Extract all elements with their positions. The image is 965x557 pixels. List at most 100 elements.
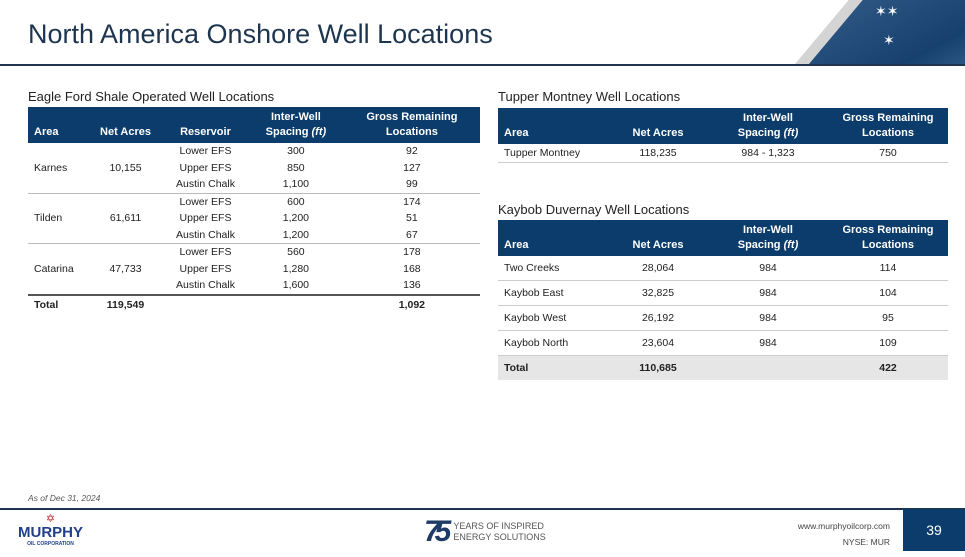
table-row: Tilden 61,611 Lower EFS 600 174 xyxy=(28,192,480,244)
col-gross: Gross Remaining Locations xyxy=(828,108,948,144)
col-area: Area xyxy=(28,107,88,143)
star-icon: ✶ xyxy=(883,32,895,48)
cell-locations: 109 xyxy=(828,330,948,356)
header-rule xyxy=(0,64,965,66)
col-spacing: Inter-Well Spacing (ft) xyxy=(248,107,344,143)
table-row: Two Creeks 28,064 984 114 xyxy=(498,256,948,281)
cell-acres: 23,604 xyxy=(608,330,708,356)
cell-locations: 51 xyxy=(406,212,418,224)
cell-area: Catarina xyxy=(28,243,88,295)
cell-acres: 26,192 xyxy=(608,305,708,331)
kaybob-table: Area Net Acres Inter-Well Spacing (ft) Gr… xyxy=(498,220,948,380)
col-gross: Gross Remaining Locations xyxy=(828,220,948,256)
cell-reservoir: Upper EFS xyxy=(179,212,232,224)
cell-acres: 47,733 xyxy=(88,243,163,295)
cell-locations: 136 xyxy=(403,279,421,291)
col-net-acres: Net Acres xyxy=(88,107,163,143)
cell-acres: 61,611 xyxy=(88,192,163,244)
cell-spacing: 984 - 1,323 xyxy=(708,144,828,163)
col-area: Area xyxy=(498,108,608,144)
cell-locations: 99 xyxy=(406,178,418,190)
cell-empty xyxy=(708,355,828,380)
col-spacing: Inter-Well Spacing (ft) xyxy=(708,220,828,256)
cell-acres: 119,549 xyxy=(88,293,163,314)
cell-spacing: 984 xyxy=(708,280,828,306)
page-number: 39 xyxy=(903,509,965,551)
cell-locations: 422 xyxy=(828,355,948,380)
cell-locations: 67 xyxy=(406,228,418,241)
table-row: Upper EFS 850 127 xyxy=(28,160,480,177)
cell-reservoir: Lower EFS xyxy=(163,192,248,210)
cell-reservoir: Lower EFS xyxy=(179,145,232,157)
cell-acres: 28,064 xyxy=(608,256,708,281)
table-row: Upper EFS 1,280 168 xyxy=(28,261,480,278)
cell-spacing: 984 xyxy=(708,330,828,356)
table-row: Tupper Montney 118,235 984 - 1,323 750 xyxy=(498,144,948,163)
tupper-title: Tupper Montney Well Locations xyxy=(498,89,681,104)
col-area: Area xyxy=(498,220,608,256)
cell-spacing: 1,100 xyxy=(282,178,310,190)
ticker: NYSE: MUR xyxy=(842,537,890,547)
star-icon: ✶✶ xyxy=(875,3,899,19)
cell-area: Tupper Montney xyxy=(498,144,608,163)
star-icon: ✡ xyxy=(45,513,56,525)
cell-acres: 32,825 xyxy=(608,280,708,306)
cell-reservoir: Austin Chalk xyxy=(176,279,235,291)
cell-locations: 127 xyxy=(403,161,421,174)
kaybob-title: Kaybob Duvernay Well Locations xyxy=(498,202,690,217)
website-link[interactable]: www.murphyoilcorp.com xyxy=(797,521,890,531)
col-spacing: Inter-Well Spacing (ft) xyxy=(708,108,828,144)
table-row: Kaybob North 23,604 984 109 xyxy=(498,330,948,356)
cell-total-label: Total xyxy=(28,293,88,314)
cell-reservoir: Upper EFS xyxy=(179,161,232,174)
table-row: Austin Chalk 1,600 136 xyxy=(28,277,480,295)
cell-area: Kaybob West xyxy=(498,305,608,331)
cell-locations: 168 xyxy=(403,262,421,275)
col-net-acres: Net Acres xyxy=(608,108,708,144)
cell-reservoir: Lower EFS xyxy=(163,243,248,261)
cell-spacing: 600 xyxy=(248,192,344,210)
cell-acres: 110,685 xyxy=(608,355,708,380)
table-row: Kaybob East 32,825 984 104 xyxy=(498,280,948,306)
footer-info: www.murphyoilcorp.com NYSE: MUR xyxy=(798,518,890,550)
cell-locations: 178 xyxy=(343,243,480,261)
cell-locations: 104 xyxy=(828,280,948,306)
cell-locations: 1,092 xyxy=(343,293,480,314)
total-row: Total 110,685 422 xyxy=(498,355,948,380)
murphy-logo: ✡ MURPHY OIL CORPORATION xyxy=(18,513,84,548)
cell-locations: 750 xyxy=(828,144,948,163)
footer-rule xyxy=(0,508,965,510)
cell-spacing: 1,200 xyxy=(282,212,310,224)
page-title: North America Onshore Well Locations xyxy=(28,19,493,49)
total-row: Total 119,549 1,092 xyxy=(28,293,480,314)
table-row: Austin Chalk 1,200 67 xyxy=(28,227,480,244)
cell-spacing: 984 xyxy=(708,305,828,331)
world-map-banner: ✶✶ ✶ xyxy=(795,0,965,64)
as-of-note: As of Dec 31, 2024 xyxy=(28,493,101,503)
eagle-ford-table: Area Net Acres Reservoir Inter-Well Spaci… xyxy=(28,107,480,314)
cell-spacing: 1,280 xyxy=(282,262,310,275)
cell-total-label: Total xyxy=(498,355,608,380)
cell-spacing: 1,600 xyxy=(282,279,310,291)
col-gross: Gross Remaining Locations xyxy=(343,107,480,143)
cell-spacing: 300 xyxy=(287,145,305,157)
cell-area: Karnes xyxy=(34,161,68,174)
cell-area: Tilden xyxy=(28,192,88,244)
cell-acres: 10,155 xyxy=(109,161,142,174)
table-row: Austin Chalk 1,100 99 xyxy=(28,176,480,193)
cell-reservoir: Austin Chalk xyxy=(176,178,235,190)
cell-acres: 118,235 xyxy=(608,144,708,163)
cell-empty xyxy=(163,293,248,314)
anniversary-logo: 75 YEARS OF INSPIRED ENERGY SOLUTIONS xyxy=(424,515,546,548)
cell-locations: 114 xyxy=(828,256,948,281)
cell-locations: 95 xyxy=(828,305,948,331)
cell-area: Kaybob East xyxy=(498,280,608,306)
cell-spacing: 850 xyxy=(287,161,305,174)
cell-locations: 174 xyxy=(343,192,480,210)
cell-area: Two Creeks xyxy=(498,256,608,281)
cell-spacing: 1,200 xyxy=(282,228,310,241)
cell-empty xyxy=(248,293,344,314)
table-row: Kaybob West 26,192 984 95 xyxy=(498,305,948,331)
col-net-acres: Net Acres xyxy=(608,220,708,256)
cell-area: Kaybob North xyxy=(498,330,608,356)
